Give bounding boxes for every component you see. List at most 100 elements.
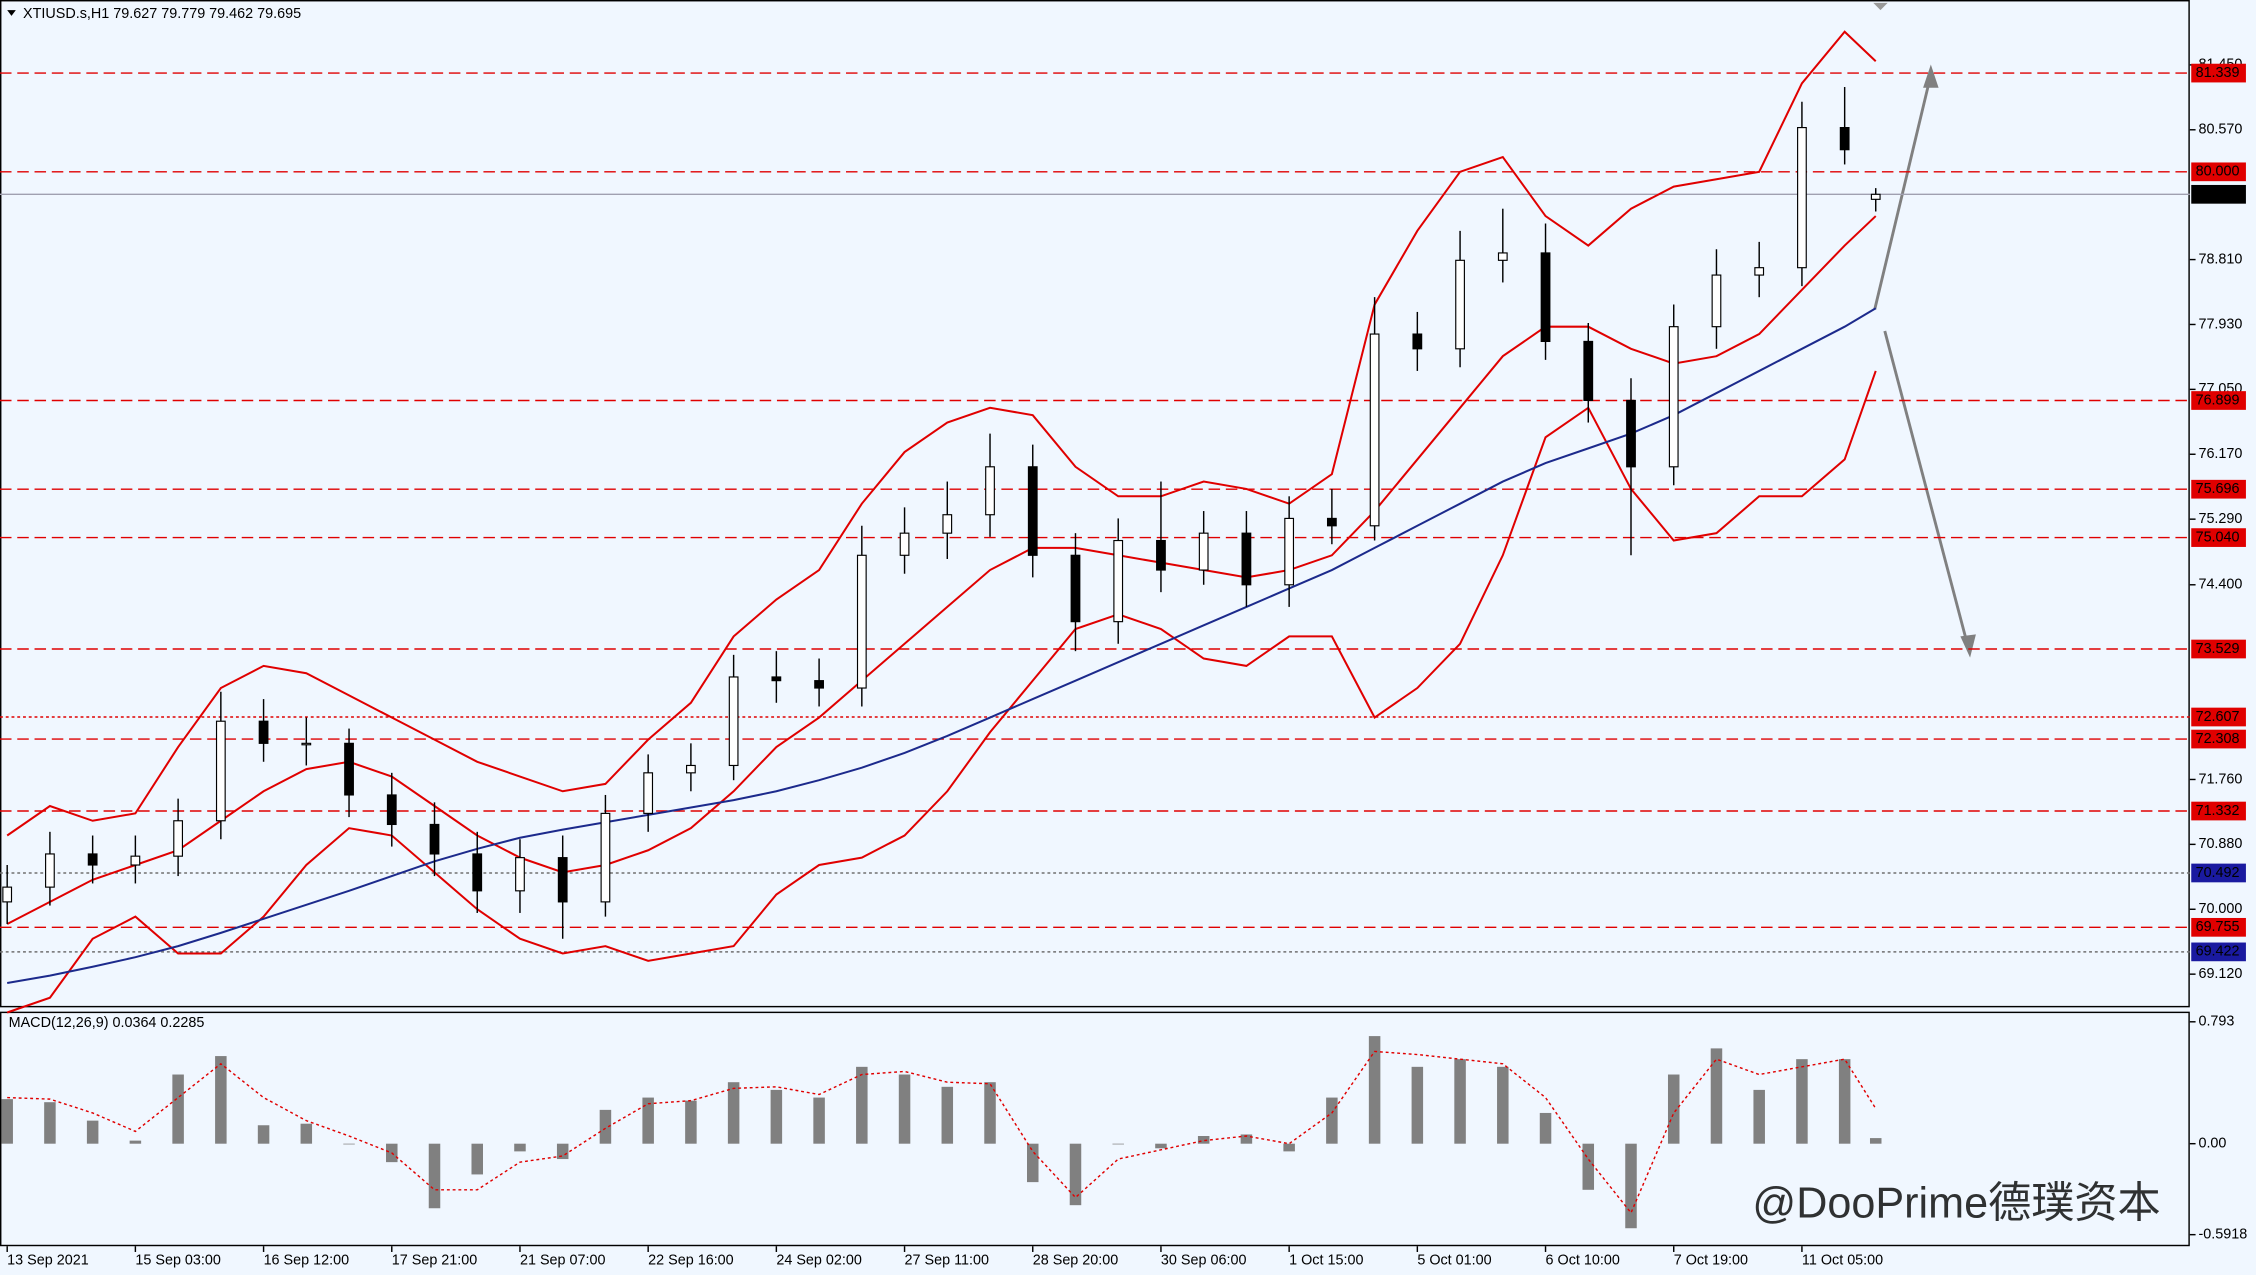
macd-bar bbox=[343, 1143, 355, 1145]
candle-body bbox=[1284, 517, 1295, 586]
candle-body bbox=[771, 676, 782, 682]
y-tick-label: 69.120 bbox=[2198, 966, 2242, 982]
level-tag bbox=[2191, 729, 2246, 749]
macd-bar bbox=[1112, 1143, 1124, 1145]
x-tick-label: 24 Sep 02:00 bbox=[776, 1252, 862, 1268]
macd-bar bbox=[898, 1074, 911, 1144]
level-label: 71.332 bbox=[2196, 803, 2240, 819]
menu-triangle[interactable] bbox=[7, 10, 16, 16]
macd-bar bbox=[1796, 1059, 1808, 1144]
signal-line bbox=[7, 1050, 1877, 1215]
macd-bar bbox=[300, 1123, 313, 1144]
x-tick-label: 1 Oct 15:00 bbox=[1289, 1252, 1363, 1268]
level-label: 72.308 bbox=[2196, 731, 2240, 747]
y-tick-label: 75.290 bbox=[2198, 511, 2242, 527]
macd-bar bbox=[215, 1056, 227, 1144]
candle-body bbox=[215, 720, 226, 822]
level-label: 79.695 bbox=[2196, 186, 2240, 202]
macd-bar bbox=[514, 1143, 526, 1152]
macd-bar bbox=[257, 1125, 270, 1144]
candle-body bbox=[1070, 554, 1081, 623]
candle-body bbox=[344, 742, 354, 796]
candle-body bbox=[814, 680, 824, 689]
x-tick-label: 13 Sep 2021 bbox=[7, 1252, 89, 1268]
candle-body bbox=[87, 853, 98, 866]
candle-body bbox=[1711, 274, 1722, 328]
level-label: 70.492 bbox=[2196, 865, 2240, 881]
candle-body bbox=[1497, 252, 1508, 261]
candle-body bbox=[1626, 399, 1636, 468]
macd-bar bbox=[428, 1143, 441, 1209]
x-tick-label: 7 Oct 19:00 bbox=[1674, 1252, 1748, 1268]
y-tick-label: 77.930 bbox=[2198, 316, 2242, 332]
candle-body bbox=[1156, 539, 1166, 571]
indicator-line bbox=[6, 370, 1877, 1014]
macd-bar bbox=[556, 1143, 569, 1160]
indicator-line bbox=[6, 30, 1877, 837]
level-label: 75.696 bbox=[2196, 481, 2240, 497]
y-tick-label: 71.760 bbox=[2198, 771, 2242, 787]
candle-body bbox=[1540, 252, 1551, 343]
y-tick-label: 78.810 bbox=[2198, 251, 2242, 267]
level-label: 73.529 bbox=[2196, 641, 2240, 657]
level-label: 76.899 bbox=[2196, 392, 2240, 408]
level-tag bbox=[2191, 391, 2246, 410]
level-tag bbox=[2191, 162, 2246, 182]
candle-body bbox=[173, 820, 184, 857]
macd-bar bbox=[856, 1066, 868, 1144]
candle-body bbox=[386, 794, 397, 826]
macd-bar bbox=[1411, 1066, 1424, 1144]
indicator-line bbox=[7, 307, 1877, 984]
x-tick-label: 17 Sep 21:00 bbox=[392, 1252, 478, 1268]
macd-bar bbox=[984, 1082, 996, 1144]
candle-body bbox=[557, 857, 568, 903]
x-tick-label: 16 Sep 12:00 bbox=[264, 1252, 350, 1268]
macd-frame bbox=[0, 1011, 2190, 1247]
candle-body bbox=[643, 772, 654, 814]
level-label: 75.040 bbox=[2196, 529, 2240, 545]
candle-body bbox=[45, 853, 55, 888]
level-tag bbox=[2191, 528, 2246, 547]
candle-body bbox=[1870, 193, 1881, 200]
macd-bar bbox=[1838, 1059, 1851, 1144]
macd-bar bbox=[1026, 1143, 1039, 1183]
candle-body bbox=[130, 855, 141, 866]
candle-body bbox=[899, 532, 910, 556]
candle-body bbox=[600, 812, 611, 903]
macd-bar bbox=[1197, 1136, 1210, 1144]
candle-body bbox=[856, 554, 867, 689]
macd-bar bbox=[129, 1140, 142, 1144]
level-tag bbox=[2191, 863, 2246, 883]
candle-body bbox=[258, 720, 269, 744]
macd-bar bbox=[770, 1089, 783, 1144]
macd-bar bbox=[1368, 1036, 1381, 1144]
y-tick-label: 76.170 bbox=[2198, 446, 2242, 462]
level-label: 69.755 bbox=[2196, 919, 2240, 935]
macd-bar bbox=[1710, 1048, 1723, 1144]
macd-bar bbox=[1155, 1143, 1167, 1149]
candle-body bbox=[429, 823, 440, 855]
macd-bar bbox=[813, 1097, 825, 1144]
y-tick-label: 70.880 bbox=[2198, 836, 2242, 852]
macd-bar bbox=[172, 1074, 184, 1144]
macd-bar bbox=[1454, 1059, 1466, 1144]
macd-bar bbox=[86, 1120, 99, 1144]
macd-bar bbox=[1869, 1138, 1882, 1144]
y-tick-label: 0.793 bbox=[2198, 1014, 2234, 1030]
x-tick-label: 27 Sep 11:00 bbox=[905, 1252, 989, 1268]
level-tag bbox=[2191, 801, 2246, 821]
x-tick-label: 11 Oct 05:00 bbox=[1802, 1252, 1883, 1268]
candle-body bbox=[1326, 517, 1337, 527]
level-tag bbox=[2191, 639, 2246, 659]
candle-body bbox=[1668, 326, 1679, 468]
y-tick-label: 74.400 bbox=[2198, 577, 2242, 593]
candle-body bbox=[472, 853, 483, 892]
level-label: 80.000 bbox=[2196, 164, 2240, 180]
candle-body bbox=[1027, 466, 1038, 556]
x-tick-label: 5 Oct 01:00 bbox=[1417, 1252, 1491, 1268]
y-tick-label: 70.000 bbox=[2198, 901, 2242, 917]
macd-bar bbox=[471, 1143, 483, 1175]
watermark: @DooPrime德璞资本 bbox=[1752, 1179, 2160, 1227]
